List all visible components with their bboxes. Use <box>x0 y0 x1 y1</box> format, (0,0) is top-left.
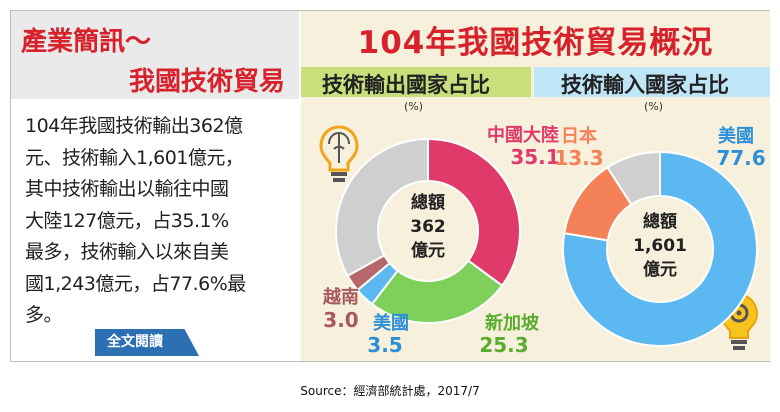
summary-line: 其中技術輸出以輸往中國 <box>25 178 229 200</box>
export-slice-新加坡 <box>370 259 504 324</box>
label-usa-import: 美國 <box>718 125 754 147</box>
import-heading-bar <box>534 67 770 97</box>
label-japan: 日本 <box>561 125 597 147</box>
import-donut-chart: 總額 1,601 億元 美國 77.6 日本 13.3 <box>554 125 766 347</box>
summary-line: 元、技術輸入1,601億元， <box>25 146 244 169</box>
import-unit: (%) <box>644 100 664 113</box>
export-total-value: 362 <box>410 217 446 237</box>
export-heading: 技術輸出國家占比 <box>322 73 490 97</box>
export-donut-chart: 總額 362 億元 中國大陸 35.1 新加坡 25.3 美國 3.5 越南 3… <box>322 124 560 357</box>
summary-text: 104年我國技術輸出362億 元、技術輸入1,601億元， 其中技術輸出以輸往中… <box>25 111 297 332</box>
label-china: 中國大陸 <box>487 124 559 146</box>
import-slice-美國 <box>562 150 758 347</box>
export-slice-other <box>335 137 429 278</box>
summary-line: 104年我國技術輸出362億 <box>25 115 243 137</box>
import-total-unit: 億元 <box>643 259 677 280</box>
donut-charts: 總額 362 億元 中國大陸 35.1 新加坡 25.3 美國 3.5 越南 3… <box>319 124 766 357</box>
summary-line: 最多，技術輸入以來自美 <box>25 241 229 263</box>
title-line-1: 產業簡訊～ <box>21 27 152 57</box>
export-slice-中國大陸 <box>427 137 521 287</box>
value-singapore: 25.3 <box>479 333 528 357</box>
export-total-unit: 億元 <box>411 240 445 261</box>
value-china: 35.1 <box>510 145 559 169</box>
label-singapore: 新加坡 <box>485 312 540 334</box>
label-usa-export: 美國 <box>373 312 409 334</box>
main-title: 104年我國技術貿易概況 <box>357 25 714 61</box>
import-total-label: 總額 <box>643 211 677 232</box>
title-line-2: 我國技術貿易 <box>128 67 285 97</box>
export-unit: (%) <box>404 100 424 113</box>
left-title-box: 產業簡訊～ 我國技術貿易 <box>11 11 299 99</box>
value-usa-export: 3.5 <box>367 333 402 357</box>
summary-line: 大陸127億元，占35.1% <box>25 209 229 232</box>
import-total-value: 1,601 <box>633 236 687 256</box>
read-full-button[interactable]: 全文閱讀 <box>95 329 199 356</box>
export-heading-bar <box>301 67 531 97</box>
value-vietnam: 3.0 <box>323 308 358 332</box>
chart-panel: 104年我國技術貿易概況 技術輸出國家占比 技術輸入國家占比 (%) (%) 總… <box>301 11 770 361</box>
summary-line: 國1,243億元，占77.6%最 <box>25 272 246 295</box>
label-vietnam: 越南 <box>322 286 359 308</box>
value-japan: 13.3 <box>554 146 603 170</box>
summary-line: 多。 <box>25 304 63 326</box>
source-note: Source：經濟部統計處，2017/7 <box>300 384 480 398</box>
export-total-label: 總額 <box>411 192 445 213</box>
infographic-frame: 產業簡訊～ 我國技術貿易 104年我國技術輸出362億 元、技術輸入1,601億… <box>10 10 770 362</box>
import-slice-other <box>606 150 661 206</box>
import-heading: 技術輸入國家占比 <box>561 73 729 97</box>
value-usa-import: 77.6 <box>716 146 765 170</box>
lightbulb-brain-icon <box>319 125 359 182</box>
